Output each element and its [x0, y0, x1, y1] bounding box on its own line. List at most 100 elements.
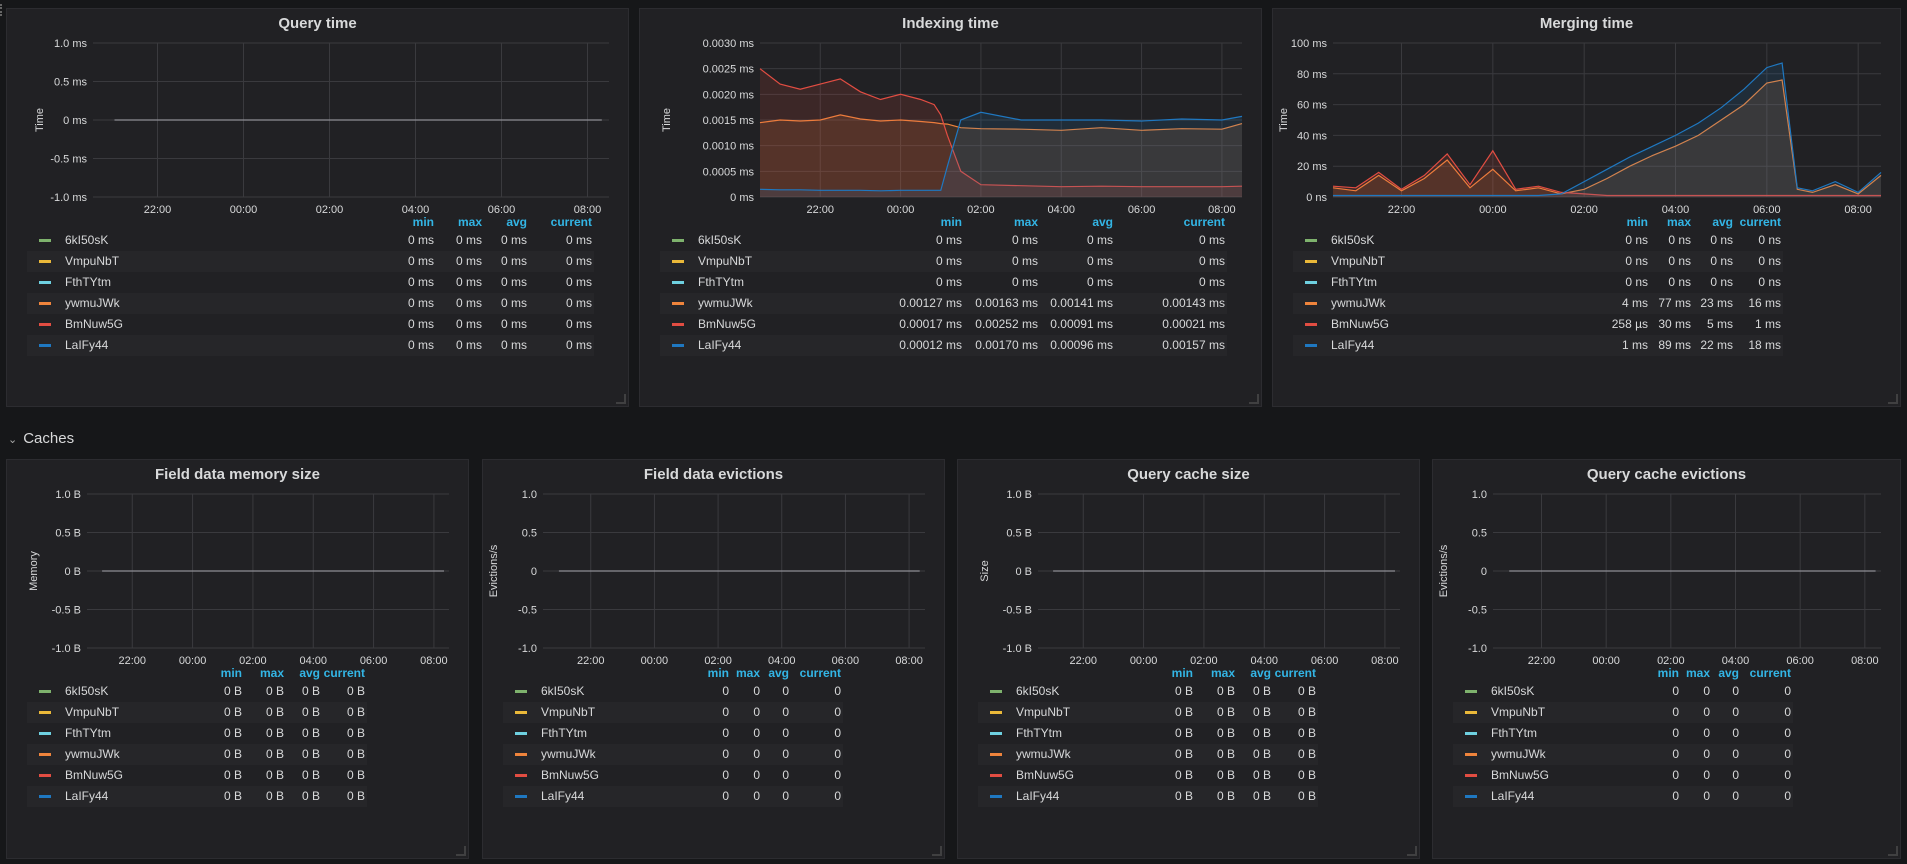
series-name[interactable]: FthTYtm — [65, 726, 112, 740]
legend-row[interactable]: LaIFy44 0 B 0 B 0 B 0 B — [27, 786, 367, 807]
series-color-swatch[interactable] — [1465, 690, 1477, 693]
legend-row[interactable]: ywmuJWk 0 0 0 0 — [1453, 744, 1793, 765]
series-line-LaIFy44[interactable] — [1333, 62, 1882, 197]
legend-header-min[interactable]: min — [707, 666, 729, 680]
legend-row[interactable]: FthTYtm 0 ms 0 ms 0 ms 0 ms — [660, 272, 1227, 293]
series-name[interactable]: 6kI50sK — [65, 684, 109, 698]
legend-header-current[interactable]: current — [1183, 215, 1225, 229]
legend-header-current[interactable]: current — [1739, 215, 1781, 229]
series-color-swatch[interactable] — [1305, 260, 1317, 263]
series-name[interactable]: LaIFy44 — [1016, 789, 1060, 803]
series-name[interactable]: FthTYtm — [1491, 726, 1538, 740]
series-name[interactable]: FthTYtm — [541, 726, 588, 740]
legend-header-max[interactable]: max — [1666, 215, 1691, 229]
series-color-swatch[interactable] — [515, 711, 527, 714]
legend-row[interactable]: ywmuJWk 0.00127 ms 0.00163 ms 0.00141 ms 0.0… — [660, 293, 1227, 314]
drag-handle-icon[interactable] — [0, 4, 5, 16]
legend-header-min[interactable]: min — [1171, 666, 1193, 680]
series-line-LaIFy44[interactable] — [759, 111, 1243, 192]
series-name[interactable]: LaIFy44 — [1491, 789, 1535, 803]
legend-row[interactable]: FthTYtm 0 B 0 B 0 B 0 B — [27, 723, 367, 744]
legend-row[interactable]: ywmuJWk 0 B 0 B 0 B 0 B — [978, 744, 1318, 765]
series-color-swatch[interactable] — [515, 753, 527, 756]
series-name[interactable]: 6kI50sK — [65, 233, 109, 247]
series-color-swatch[interactable] — [1465, 795, 1477, 798]
panel-title[interactable]: Field data memory size — [154, 466, 321, 483]
series-color-swatch[interactable] — [672, 260, 684, 263]
series-name[interactable]: ywmuJWk — [1491, 747, 1546, 761]
panel-title[interactable]: Merging time — [1539, 15, 1634, 32]
series-name[interactable]: ywmuJWk — [1331, 296, 1386, 310]
legend-row[interactable]: VmpuNbT 0 B 0 B 0 B 0 B — [978, 702, 1318, 723]
series-color-swatch[interactable] — [515, 795, 527, 798]
series-name[interactable]: FthTYtm — [1016, 726, 1063, 740]
series-color-swatch[interactable] — [515, 732, 527, 735]
series-name[interactable]: ywmuJWk — [541, 747, 596, 761]
series-color-swatch[interactable] — [1465, 774, 1477, 777]
series-name[interactable]: VmpuNbT — [1016, 705, 1071, 719]
series-color-swatch[interactable] — [990, 732, 1002, 735]
series-color-swatch[interactable] — [1305, 302, 1317, 305]
series-color-swatch[interactable] — [672, 239, 684, 242]
series-name[interactable]: FthTYtm — [698, 275, 745, 289]
series-name[interactable]: LaIFy44 — [1331, 338, 1375, 352]
series-line-BmNuw5G[interactable] — [1332, 149, 1881, 197]
series-name[interactable]: 6kI50sK — [1491, 684, 1535, 698]
panel-title[interactable]: Query cache evictions — [1586, 466, 1747, 483]
legend-header-min[interactable]: min — [1657, 666, 1679, 680]
series-color-swatch[interactable] — [1305, 239, 1317, 242]
legend-row[interactable]: BmNuw5G 0 B 0 B 0 B 0 B — [27, 765, 367, 786]
legend-header-avg[interactable]: avg — [1718, 666, 1739, 680]
series-color-swatch[interactable] — [990, 711, 1002, 714]
resize-handle-icon[interactable] — [1888, 846, 1898, 856]
legend-row[interactable]: FthTYtm 0 B 0 B 0 B 0 B — [978, 723, 1318, 744]
resize-handle-icon[interactable] — [1888, 394, 1898, 404]
chevron-down-icon[interactable]: ⌄ — [8, 434, 18, 446]
series-name[interactable]: BmNuw5G — [1016, 768, 1075, 782]
series-name[interactable]: VmpuNbT — [698, 254, 753, 268]
series-color-swatch[interactable] — [39, 239, 51, 242]
series-name[interactable]: 6kI50sK — [1016, 684, 1060, 698]
resize-handle-icon[interactable] — [1249, 394, 1259, 404]
legend-header-avg[interactable]: avg — [1092, 215, 1113, 229]
legend-row[interactable]: 6kI50sK 0 B 0 B 0 B 0 B — [27, 681, 367, 702]
legend-row[interactable]: ywmuJWk 0 ms 0 ms 0 ms 0 ms — [27, 293, 594, 314]
series-color-swatch[interactable] — [1465, 711, 1477, 714]
legend-row[interactable]: VmpuNbT 0 ns 0 ns 0 ns 0 ns — [1293, 251, 1783, 272]
series-name[interactable]: VmpuNbT — [1331, 254, 1386, 268]
series-name[interactable]: BmNuw5G — [1491, 768, 1550, 782]
legend-row[interactable]: 6kI50sK 0 ms 0 ms 0 ms 0 ms — [27, 230, 594, 251]
series-color-swatch[interactable] — [1465, 753, 1477, 756]
legend-header-max[interactable]: max — [1685, 666, 1710, 680]
legend-row[interactable]: LaIFy44 0 0 0 0 — [1453, 786, 1793, 807]
resize-handle-icon[interactable] — [456, 846, 466, 856]
legend-row[interactable]: VmpuNbT 0 B 0 B 0 B 0 B — [27, 702, 367, 723]
series-color-swatch[interactable] — [672, 344, 684, 347]
legend-row[interactable]: BmNuw5G 0 0 0 0 — [503, 765, 843, 786]
legend-row[interactable]: ywmuJWk 0 B 0 B 0 B 0 B — [27, 744, 367, 765]
legend-row[interactable]: VmpuNbT 0 ms 0 ms 0 ms 0 ms — [27, 251, 594, 272]
legend-row[interactable]: LaIFy44 0 ms 0 ms 0 ms 0 ms — [27, 335, 594, 356]
series-color-swatch[interactable] — [515, 690, 527, 693]
legend-row[interactable]: FthTYtm 0 ns 0 ns 0 ns 0 ns — [1293, 272, 1783, 293]
series-color-swatch[interactable] — [1305, 344, 1317, 347]
legend-header-min[interactable]: min — [220, 666, 242, 680]
legend-row[interactable]: ywmuJWk 0 0 0 0 — [503, 744, 843, 765]
legend-row[interactable]: VmpuNbT 0 0 0 0 — [1453, 702, 1793, 723]
series-color-swatch[interactable] — [672, 323, 684, 326]
series-name[interactable]: 6kI50sK — [1331, 233, 1375, 247]
series-color-swatch[interactable] — [39, 281, 51, 284]
legend-header-current[interactable]: current — [323, 666, 365, 680]
legend-header-max[interactable]: max — [259, 666, 284, 680]
legend-header-current[interactable]: current — [1274, 666, 1316, 680]
legend-header-max[interactable]: max — [735, 666, 760, 680]
series-color-swatch[interactable] — [1305, 323, 1317, 326]
series-color-swatch[interactable] — [1305, 281, 1317, 284]
panel-title[interactable]: Field data evictions — [643, 466, 784, 483]
resize-handle-icon[interactable] — [616, 394, 626, 404]
legend-row[interactable]: FthTYtm 0 0 0 0 — [503, 723, 843, 744]
series-color-swatch[interactable] — [990, 795, 1002, 798]
series-name[interactable]: 6kI50sK — [541, 684, 585, 698]
series-line-ywmuJWk[interactable] — [759, 114, 1243, 131]
legend-row[interactable]: 6kI50sK 0 ms 0 ms 0 ms 0 ms — [660, 230, 1227, 251]
